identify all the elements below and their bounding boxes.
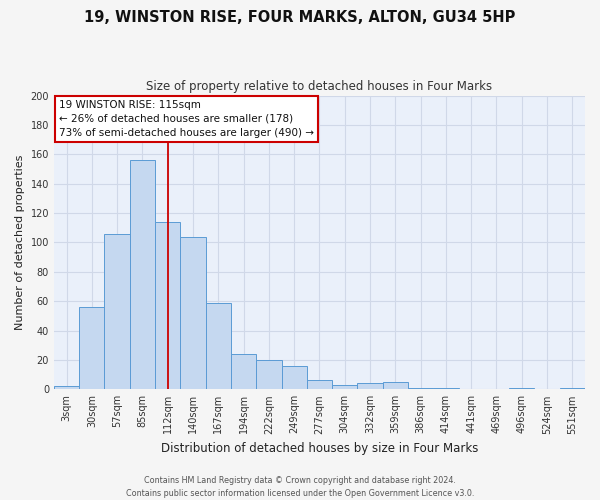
- Bar: [231, 354, 256, 390]
- Text: 19, WINSTON RISE, FOUR MARKS, ALTON, GU34 5HP: 19, WINSTON RISE, FOUR MARKS, ALTON, GU3…: [85, 10, 515, 25]
- Bar: [104, 234, 130, 390]
- Bar: [54, 386, 79, 390]
- Bar: [433, 388, 458, 390]
- Bar: [560, 388, 585, 390]
- Bar: [332, 385, 358, 390]
- Text: 19 WINSTON RISE: 115sqm
← 26% of detached houses are smaller (178)
73% of semi-d: 19 WINSTON RISE: 115sqm ← 26% of detache…: [59, 100, 314, 138]
- Bar: [79, 307, 104, 390]
- X-axis label: Distribution of detached houses by size in Four Marks: Distribution of detached houses by size …: [161, 442, 478, 455]
- Bar: [509, 388, 535, 390]
- Bar: [383, 382, 408, 390]
- Bar: [256, 360, 281, 390]
- Y-axis label: Number of detached properties: Number of detached properties: [15, 154, 25, 330]
- Bar: [307, 380, 332, 390]
- Bar: [408, 388, 433, 390]
- Text: Contains HM Land Registry data © Crown copyright and database right 2024.
Contai: Contains HM Land Registry data © Crown c…: [126, 476, 474, 498]
- Bar: [181, 236, 206, 390]
- Bar: [155, 222, 181, 390]
- Bar: [130, 160, 155, 390]
- Bar: [281, 366, 307, 390]
- Title: Size of property relative to detached houses in Four Marks: Size of property relative to detached ho…: [146, 80, 493, 93]
- Bar: [206, 302, 231, 390]
- Bar: [358, 384, 383, 390]
